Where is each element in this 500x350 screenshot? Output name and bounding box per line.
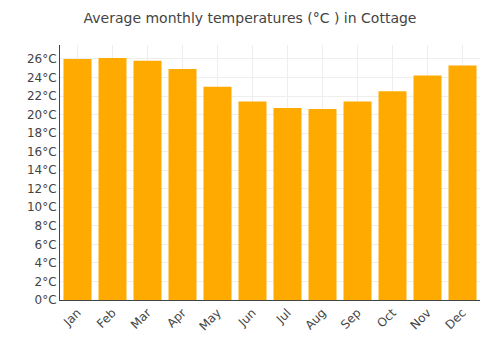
svg-text:16°C: 16°C — [27, 145, 57, 159]
svg-text:Oct: Oct — [374, 306, 399, 331]
svg-text:26°C: 26°C — [27, 52, 57, 66]
svg-text:22°C: 22°C — [27, 89, 57, 103]
svg-text:Apr: Apr — [164, 306, 189, 331]
svg-text:Sep: Sep — [338, 306, 364, 332]
svg-text:18°C: 18°C — [27, 126, 57, 140]
svg-text:Average monthly temperatures (: Average monthly temperatures (°C ) in Co… — [84, 10, 417, 26]
svg-text:0°C: 0°C — [35, 293, 57, 307]
svg-text:Mar: Mar — [128, 306, 154, 332]
svg-text:24°C: 24°C — [27, 71, 57, 85]
svg-text:6°C: 6°C — [35, 238, 57, 252]
svg-text:Jun: Jun — [235, 306, 259, 330]
svg-text:Dec: Dec — [443, 306, 469, 332]
svg-text:2°C: 2°C — [35, 275, 57, 289]
svg-text:8°C: 8°C — [35, 219, 57, 233]
svg-text:May: May — [196, 306, 223, 333]
svg-text:4°C: 4°C — [35, 256, 57, 270]
svg-text:Jan: Jan — [60, 306, 84, 330]
svg-text:Jul: Jul — [273, 306, 294, 327]
svg-text:12°C: 12°C — [27, 182, 57, 196]
svg-text:14°C: 14°C — [27, 163, 57, 177]
svg-text:Nov: Nov — [407, 306, 433, 332]
svg-text:20°C: 20°C — [27, 108, 57, 122]
svg-text:Feb: Feb — [94, 306, 119, 331]
svg-text:Aug: Aug — [302, 306, 328, 332]
svg-text:10°C: 10°C — [27, 200, 57, 214]
